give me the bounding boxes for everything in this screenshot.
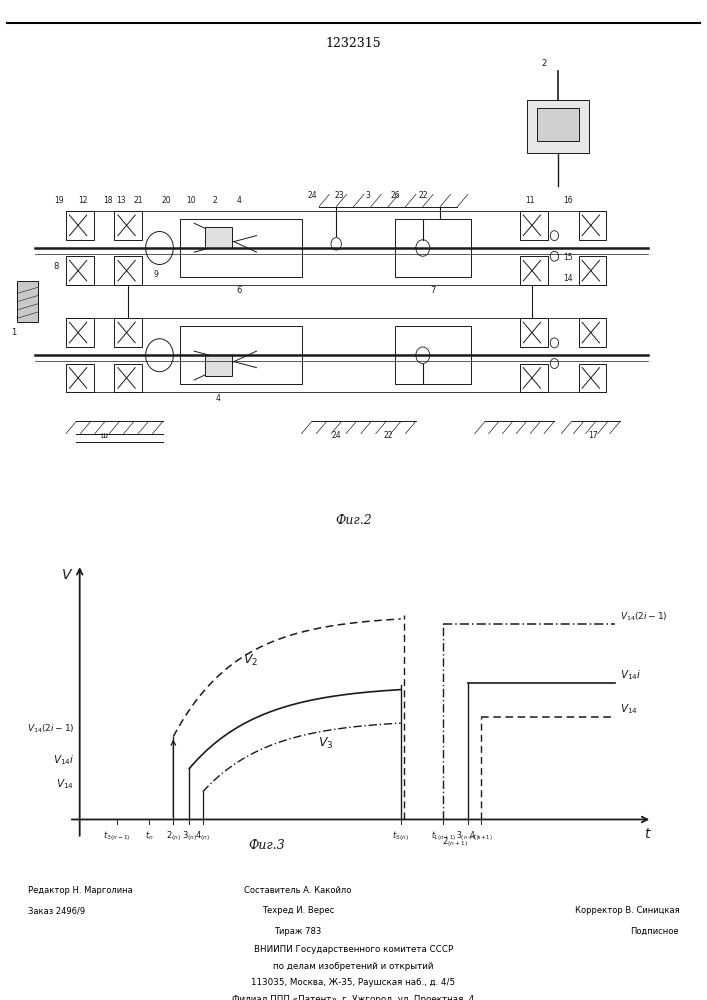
Text: 7: 7 — [431, 286, 436, 295]
Text: $2_{(n+1)}$: $2_{(n+1)}$ — [443, 835, 469, 849]
Text: 24: 24 — [307, 192, 317, 200]
Text: 24: 24 — [332, 431, 341, 440]
Circle shape — [435, 238, 445, 250]
Text: 3: 3 — [365, 192, 370, 200]
Text: 26: 26 — [390, 192, 400, 200]
Text: 1232315: 1232315 — [326, 37, 381, 50]
Text: Тираж 783: Тираж 783 — [274, 927, 322, 936]
Circle shape — [416, 347, 430, 363]
Bar — [520, 363, 547, 392]
Circle shape — [550, 251, 559, 261]
Bar — [204, 227, 232, 248]
Text: 23: 23 — [335, 192, 344, 200]
Bar — [520, 211, 547, 240]
Text: 1: 1 — [11, 328, 17, 337]
Bar — [578, 256, 607, 285]
Text: $V_{14}i$: $V_{14}i$ — [53, 754, 74, 767]
Text: 22: 22 — [418, 192, 428, 200]
Bar — [395, 219, 472, 277]
Bar — [180, 326, 301, 384]
Text: 20: 20 — [162, 196, 171, 205]
Text: 11: 11 — [525, 196, 535, 205]
Text: 9: 9 — [153, 270, 158, 279]
Bar — [66, 211, 93, 240]
Text: Техред И. Верес: Техред И. Верес — [262, 906, 334, 915]
Text: Подписное: Подписное — [631, 927, 679, 936]
Text: 2: 2 — [542, 60, 547, 68]
Circle shape — [146, 339, 173, 372]
Text: $4_{(n+1)}$: $4_{(n+1)}$ — [469, 829, 493, 843]
Text: $t_{1(n+1)}$: $t_{1(n+1)}$ — [431, 829, 456, 843]
Circle shape — [550, 231, 559, 241]
Text: 4: 4 — [237, 196, 242, 205]
Text: 12: 12 — [78, 196, 88, 205]
Bar — [520, 256, 547, 285]
Text: Заказ 2496/9: Заказ 2496/9 — [28, 906, 85, 915]
Text: V: V — [62, 568, 71, 582]
Circle shape — [146, 232, 173, 264]
Text: 17: 17 — [588, 431, 597, 440]
Text: по делам изобретений и открытий: по делам изобретений и открытий — [273, 962, 434, 971]
Circle shape — [331, 238, 341, 250]
Circle shape — [416, 240, 430, 256]
Text: 13: 13 — [117, 196, 127, 205]
Circle shape — [550, 359, 559, 368]
Bar — [180, 219, 301, 277]
Text: $V_{14}(2i-1)$: $V_{14}(2i-1)$ — [620, 610, 667, 623]
Text: 2: 2 — [213, 196, 217, 205]
Text: t: t — [644, 827, 650, 841]
Text: $2_{(n)}$: $2_{(n)}$ — [165, 829, 181, 843]
Text: 15: 15 — [563, 253, 573, 262]
Bar — [527, 100, 589, 153]
Text: Фиг.3: Фиг.3 — [249, 839, 286, 852]
Bar — [537, 108, 578, 141]
Text: ВНИИПИ Государственного комитета СССР: ВНИИПИ Государственного комитета СССР — [254, 945, 453, 954]
Text: $t_{3(n-1)}$: $t_{3(n-1)}$ — [103, 829, 131, 843]
Text: $3_{(n)}$: $3_{(n)}$ — [182, 829, 197, 843]
Text: $V_{14}$: $V_{14}$ — [57, 777, 74, 791]
Text: 21: 21 — [134, 196, 144, 205]
Bar — [18, 281, 38, 322]
Text: Фиг.2: Фиг.2 — [335, 514, 372, 527]
Text: $V_{14}$: $V_{14}$ — [620, 703, 638, 716]
Text: $t_{5(n)}$: $t_{5(n)}$ — [392, 829, 409, 843]
Text: Корректор В. Синицкая: Корректор В. Синицкая — [575, 906, 679, 915]
Text: Редактор Н. Марголина: Редактор Н. Марголина — [28, 886, 133, 895]
Text: ш: ш — [100, 431, 107, 440]
Text: 113035, Москва, Ж-35, Раушская наб., д. 4/5: 113035, Москва, Ж-35, Раушская наб., д. … — [252, 978, 455, 987]
Bar — [578, 318, 607, 347]
Bar — [578, 211, 607, 240]
Bar — [395, 326, 472, 384]
Text: 14: 14 — [563, 274, 573, 283]
Text: Составитель А. Какойло: Составитель А. Какойло — [245, 886, 352, 895]
Bar — [66, 256, 93, 285]
Text: $3_{(n+1)}$: $3_{(n+1)}$ — [455, 829, 479, 843]
Text: $V_{14}(2i-1)$: $V_{14}(2i-1)$ — [27, 723, 74, 735]
Text: 4: 4 — [216, 394, 221, 403]
Bar — [578, 363, 607, 392]
Bar — [115, 211, 142, 240]
Text: $t_n$: $t_n$ — [145, 829, 153, 842]
Bar — [115, 363, 142, 392]
Text: 16: 16 — [563, 196, 573, 205]
Bar — [520, 318, 547, 347]
Text: $V_{14}i$: $V_{14}i$ — [620, 668, 641, 682]
Bar — [66, 363, 93, 392]
Text: 10: 10 — [186, 196, 196, 205]
Circle shape — [550, 338, 559, 348]
Text: 6: 6 — [236, 286, 242, 295]
Text: Филиал ППП «Патент», г. Ужгород, ул. Проектная, 4: Филиал ППП «Патент», г. Ужгород, ул. Про… — [233, 995, 474, 1000]
Bar — [115, 256, 142, 285]
Text: 19: 19 — [54, 196, 64, 205]
Text: 22: 22 — [383, 431, 393, 440]
Bar — [115, 318, 142, 347]
Text: $V_2$: $V_2$ — [243, 653, 259, 668]
Text: 8: 8 — [53, 262, 58, 271]
Bar — [204, 355, 232, 376]
Text: $4_{(n)}$: $4_{(n)}$ — [195, 829, 211, 843]
Bar — [66, 318, 93, 347]
Text: 18: 18 — [103, 196, 112, 205]
Text: $V_3$: $V_3$ — [318, 736, 334, 751]
